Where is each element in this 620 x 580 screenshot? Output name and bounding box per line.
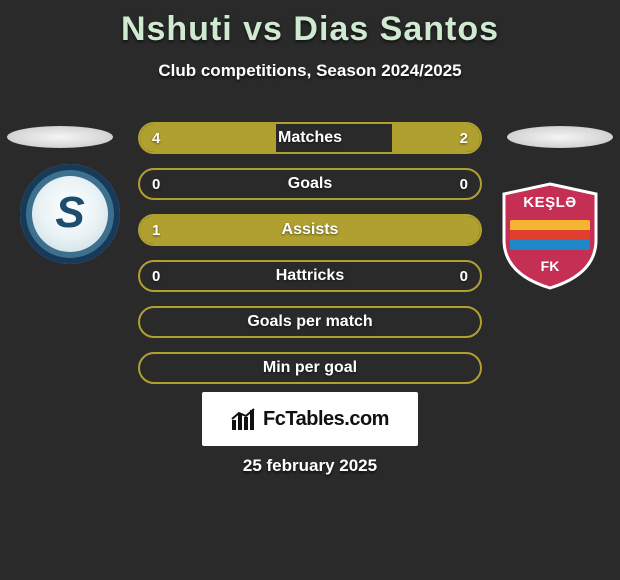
stat-value-left: 1	[152, 216, 160, 244]
stat-value-left: 4	[152, 124, 160, 152]
stat-value-left: 0	[152, 262, 160, 290]
stat-row: Goals per match	[138, 306, 482, 338]
stat-label: Matches	[140, 124, 480, 152]
date-text: 25 february 2025	[0, 456, 620, 476]
player-photo-right	[507, 126, 613, 148]
brand-box: FcTables.com	[202, 392, 418, 446]
brand-chart-icon	[231, 408, 257, 430]
stat-row: Matches4 2	[138, 122, 482, 154]
crest-right-band	[510, 220, 590, 250]
stat-value-left: 0	[152, 170, 160, 198]
crest-right-top-text: KEŞLƏ	[500, 194, 600, 211]
team-crest-left: S	[20, 164, 120, 264]
stat-label: Assists	[140, 216, 480, 244]
stat-label: Min per goal	[140, 354, 480, 382]
stat-label: Goals per match	[140, 308, 480, 336]
page-title: Nshuti vs Dias Santos	[0, 0, 620, 49]
stat-row: Min per goal	[138, 352, 482, 384]
stat-label: Goals	[140, 170, 480, 198]
stat-value-right: 2	[460, 124, 468, 152]
stat-label: Hattricks	[140, 262, 480, 290]
stat-value-right: 0	[460, 262, 468, 290]
page-subtitle: Club competitions, Season 2024/2025	[0, 61, 620, 81]
player-photo-left	[7, 126, 113, 148]
crest-left-letter: S	[55, 188, 84, 238]
brand-text: FcTables.com	[263, 408, 389, 431]
stat-row: Hattricks0 0	[138, 260, 482, 292]
stat-row: Assists1	[138, 214, 482, 246]
team-crest-right: KEŞLƏ FK	[500, 182, 600, 282]
stats-container: Matches42Goals00Assists1Hattricks00Goals…	[138, 122, 482, 398]
stat-value-right: 0	[460, 170, 468, 198]
crest-right-bottom-text: FK	[500, 258, 600, 274]
stat-row: Goals0 0	[138, 168, 482, 200]
